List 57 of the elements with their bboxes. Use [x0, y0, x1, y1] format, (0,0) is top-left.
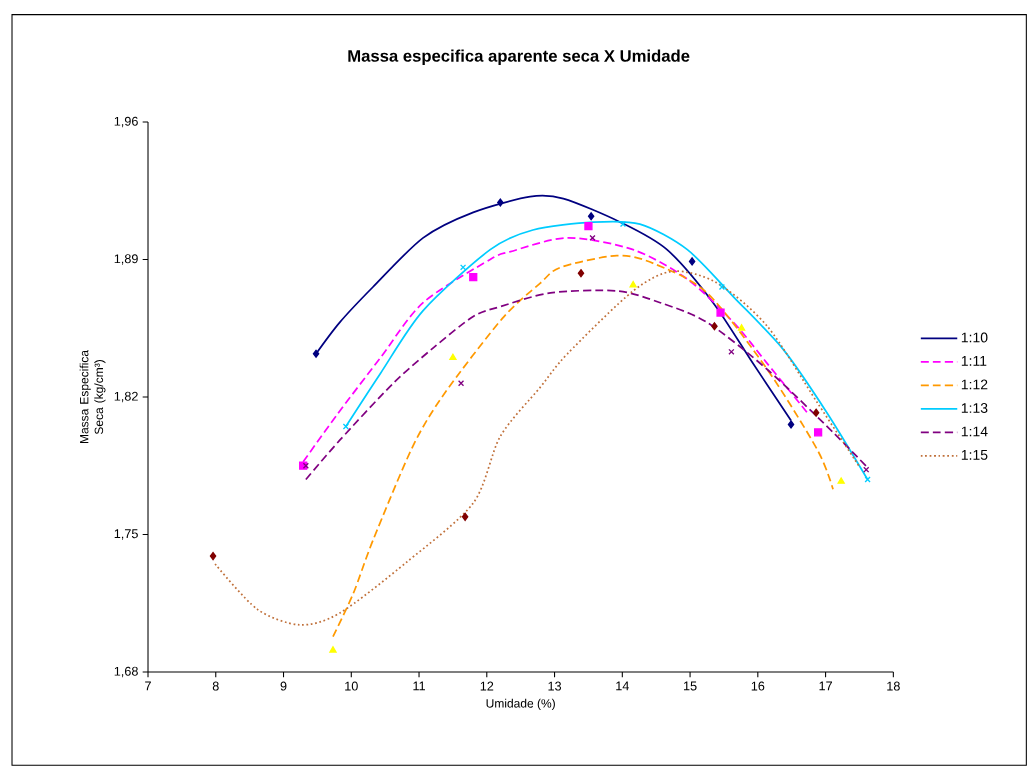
point	[584, 221, 593, 231]
line-series	[332, 254, 834, 638]
x-tick-label: 17	[819, 681, 832, 691]
point	[209, 551, 217, 561]
point	[329, 646, 337, 653]
x-tick-label: 11	[413, 681, 425, 691]
point	[589, 234, 596, 241]
point	[787, 420, 795, 429]
legend-label: 1:14	[961, 426, 988, 437]
point	[312, 349, 320, 358]
x-tick-label: 7	[145, 681, 151, 691]
point	[863, 466, 870, 473]
legend-label: 1:13	[961, 403, 988, 413]
point	[449, 353, 457, 361]
x-tick-label: 8	[212, 681, 219, 691]
point	[688, 257, 696, 266]
legend-label: 1:12	[961, 379, 988, 390]
x-tick-label: 14	[616, 681, 629, 691]
point	[342, 423, 349, 430]
line-series	[214, 270, 862, 626]
point	[813, 428, 823, 437]
point	[457, 380, 465, 387]
x-tick-label: 18	[887, 681, 900, 691]
point	[469, 273, 478, 282]
point	[587, 212, 595, 221]
x-tick-label: 10	[345, 681, 358, 691]
point	[619, 221, 627, 228]
point	[864, 476, 871, 483]
point	[629, 280, 637, 288]
y-tick-label: 1,89	[114, 254, 138, 265]
point	[461, 512, 469, 521]
x-tick-label: 12	[480, 681, 494, 691]
chart-title: Massa especifica aparente seca X Umidade	[348, 49, 690, 66]
legend-label: 1:11	[961, 356, 987, 366]
x-axis-title: Umidade (%)	[486, 698, 555, 710]
y-tick-label: 1,82	[114, 391, 138, 403]
x-tick-label: 9	[280, 681, 287, 691]
point	[716, 308, 725, 317]
point	[812, 408, 820, 417]
legend-label: 1:15	[961, 450, 988, 460]
point	[837, 477, 845, 484]
line-series	[305, 289, 869, 481]
point	[711, 322, 718, 331]
point	[728, 348, 735, 355]
x-tick-label: 16	[751, 681, 765, 691]
x-tick-label: 13	[548, 681, 562, 691]
x-tick-label: 15	[683, 681, 697, 691]
point	[459, 264, 467, 271]
legend-label: 1:10	[961, 332, 988, 343]
point	[577, 269, 585, 278]
point	[718, 283, 726, 291]
y-axis-title: Massa Especifica Seca (kg/cm³)	[79, 349, 106, 444]
point	[497, 198, 504, 207]
y-tick-label: 1,96	[114, 116, 138, 128]
y-tick-label: 1,68	[114, 666, 138, 678]
y-tick-label: 1,75	[114, 529, 138, 540]
point	[737, 324, 746, 331]
